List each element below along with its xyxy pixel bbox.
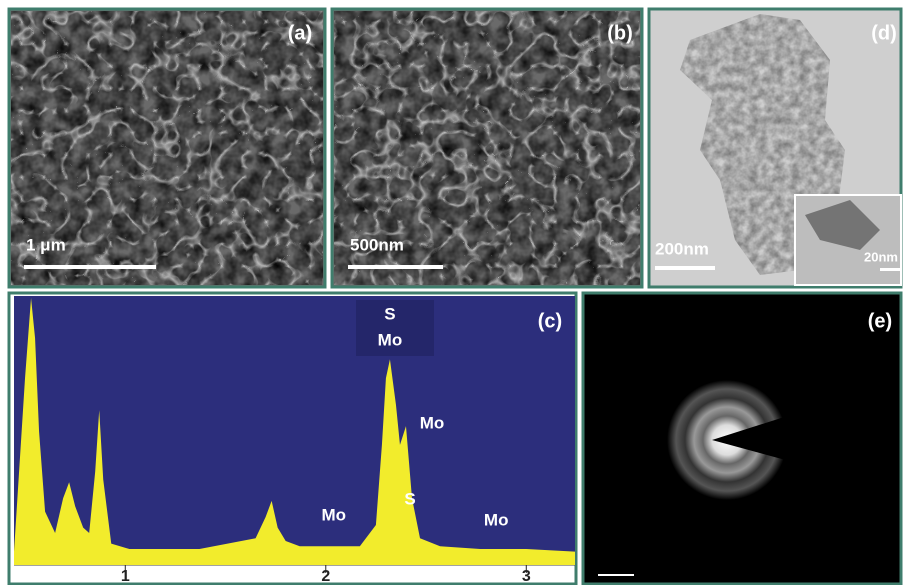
peak-label: Mo	[378, 330, 403, 349]
panel-label: (e)	[868, 310, 892, 332]
inset-scale-bar-label: 20nm	[864, 249, 898, 264]
x-tick-label: 2	[321, 568, 330, 585]
peak-label: Mo	[484, 510, 509, 529]
panel-label: (d)	[871, 22, 897, 44]
panel-label: (c)	[538, 310, 562, 332]
scale-bar-label: 500nm	[350, 235, 404, 254]
scale-bar-label: 200nm	[655, 239, 709, 258]
scale-bar	[24, 265, 156, 269]
scale-bar	[655, 266, 715, 270]
figure: (a) 1 μm (b) 500nm (d) 200nm 20nm (c) 1 2…	[0, 0, 903, 585]
x-tick-label: 3	[522, 568, 531, 585]
peak-label: S	[384, 304, 395, 323]
scale-bar	[598, 574, 634, 576]
panel-label: (a)	[288, 22, 312, 44]
x-tick-label: 1	[121, 568, 130, 585]
inset-scale-bar	[880, 268, 900, 271]
scale-bar-label: 1 μm	[26, 235, 66, 254]
scale-bar	[348, 265, 443, 269]
peak-label: S	[404, 489, 415, 508]
peak-label: Mo	[420, 413, 445, 432]
peak-label: Mo	[322, 505, 347, 524]
panel-label: (b)	[607, 22, 633, 44]
